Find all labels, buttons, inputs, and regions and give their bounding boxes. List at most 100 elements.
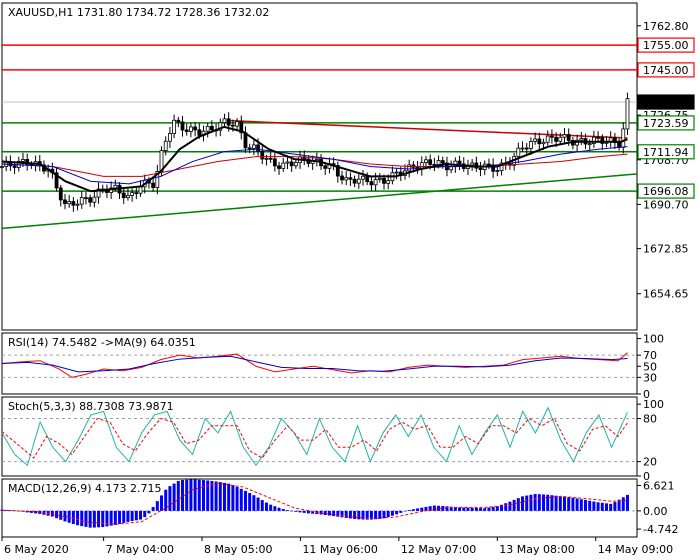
- rsi-ytick-label: 70: [643, 349, 657, 362]
- candle-body: [226, 118, 231, 126]
- candle-body: [92, 196, 97, 203]
- macd-bar: [139, 510, 143, 520]
- candle-body: [487, 163, 491, 166]
- macd-bar: [344, 510, 348, 518]
- candle-body: [176, 119, 181, 123]
- macd-ytick-label: 6.621: [643, 479, 675, 492]
- candle-body: [209, 125, 214, 131]
- macd-bar: [172, 483, 176, 511]
- macd-bar: [563, 496, 567, 511]
- macd-bar: [604, 503, 608, 511]
- macd-bar: [252, 495, 256, 511]
- candle-body: [0, 166, 4, 168]
- macd-bar: [176, 481, 180, 511]
- macd-bar: [386, 510, 390, 517]
- candle-body: [394, 171, 399, 174]
- macd-bar: [239, 488, 243, 511]
- macd-bar: [63, 510, 67, 522]
- macd-bar: [185, 479, 189, 511]
- macd-bar: [575, 498, 579, 511]
- macd-bar: [613, 502, 617, 511]
- macd-bar: [67, 510, 71, 523]
- price-tag-label: 1732.02: [643, 96, 689, 109]
- macd-bar: [571, 497, 575, 511]
- macd-bar: [374, 510, 378, 520]
- candle-body: [239, 121, 244, 134]
- price-tag-label: 1711.94: [643, 146, 689, 159]
- macd-bar: [59, 510, 63, 520]
- macd-bar: [483, 508, 487, 511]
- candle-body: [352, 178, 357, 184]
- macd-bar: [134, 510, 138, 521]
- candle-body: [71, 201, 76, 206]
- macd-bar: [97, 510, 101, 528]
- candle-body: [84, 197, 88, 200]
- price-ytick-label: 1762.80: [643, 20, 689, 33]
- macd-bar: [491, 506, 495, 511]
- macd-bar: [101, 510, 105, 528]
- macd-bar: [206, 480, 210, 511]
- macd-bar: [130, 510, 134, 522]
- candle-body: [621, 128, 626, 148]
- macd-bar: [546, 494, 550, 511]
- candle-body: [121, 192, 126, 199]
- macd-bar: [29, 510, 33, 513]
- candle-body: [168, 133, 172, 142]
- candle-body: [272, 158, 277, 167]
- candle-body: [335, 165, 340, 177]
- macd-bar: [500, 504, 504, 511]
- macd-bar: [323, 510, 327, 516]
- macd-bar: [441, 506, 445, 511]
- candle-body: [495, 170, 500, 173]
- macd-bar: [340, 510, 344, 518]
- candle-body: [323, 165, 328, 169]
- candle-body: [247, 147, 252, 150]
- macd-bar: [260, 500, 264, 511]
- macd-signal-line: [1, 482, 628, 525]
- candle-body: [348, 177, 353, 180]
- macd-bar: [151, 507, 155, 511]
- x-tick-label: 13 May 08:00: [499, 543, 574, 556]
- macd-bar: [579, 499, 583, 511]
- candle-body: [184, 129, 189, 132]
- macd-bar: [218, 482, 222, 511]
- rsi-series-line: [1, 355, 628, 373]
- candle-body: [457, 160, 462, 165]
- price-tag-label: 1723.59: [643, 117, 689, 130]
- stoch-ytick-label: 20: [643, 456, 657, 469]
- macd-bar: [256, 497, 260, 511]
- macd-ytick-label: -4.742: [643, 523, 678, 536]
- macd-bar: [382, 510, 386, 519]
- candle-body: [424, 159, 428, 164]
- ma-blue-line: [1, 146, 628, 185]
- candle-body: [113, 184, 118, 189]
- macd-bar: [281, 509, 285, 511]
- macd-bar: [625, 494, 629, 511]
- candle-body: [75, 203, 80, 206]
- macd-bar: [4, 509, 8, 511]
- candle-body: [407, 164, 412, 172]
- macd-bar: [193, 479, 197, 511]
- macd-bar: [542, 494, 546, 511]
- stoch-ytick-label: 80: [643, 413, 657, 426]
- macd-bar: [88, 510, 92, 528]
- candle-body: [340, 175, 344, 181]
- macd-bar: [470, 507, 474, 511]
- candle-body: [138, 186, 143, 194]
- price-frame: [1, 2, 638, 331]
- macd-bar: [189, 479, 193, 511]
- macd-bar: [332, 510, 336, 517]
- candle-body: [596, 136, 600, 139]
- candle-body: [440, 160, 445, 164]
- candle-body: [579, 138, 584, 141]
- macd-bar: [311, 510, 315, 514]
- candle-body: [520, 147, 525, 150]
- candle-body: [155, 171, 160, 188]
- candle-body: [197, 129, 202, 136]
- macd-bar: [285, 510, 289, 511]
- stoch-series-line: [1, 417, 628, 459]
- rsi-frame: [1, 332, 638, 395]
- rsi-ytick-label: 0: [643, 388, 650, 401]
- candle-body: [600, 137, 605, 144]
